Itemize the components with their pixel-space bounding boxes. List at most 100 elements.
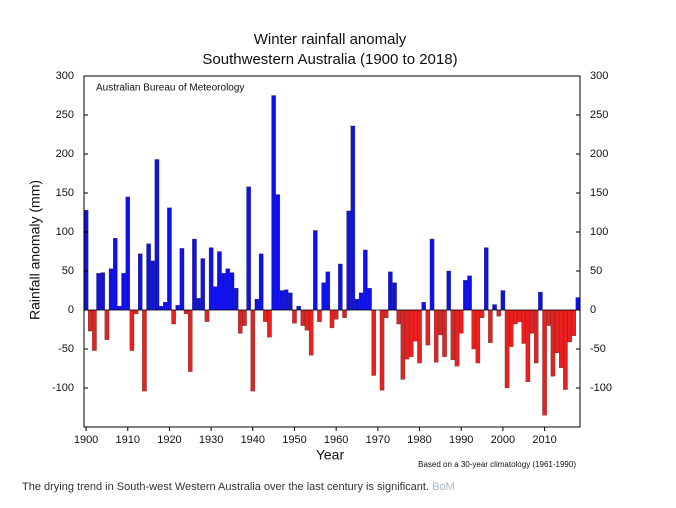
bar (329, 309, 335, 329)
bar (167, 207, 172, 311)
bar (283, 289, 289, 311)
bar (146, 243, 151, 311)
bar (508, 309, 514, 347)
chart: Winter rainfall anomaly Southwestern Aus… (27, 31, 612, 469)
bar (575, 297, 581, 311)
x-tick-label: 1920 (157, 434, 181, 446)
bar (125, 196, 130, 311)
bar (413, 309, 418, 342)
bar (496, 309, 501, 317)
bar (150, 260, 156, 311)
bar (525, 309, 531, 382)
bar (475, 309, 481, 364)
bar (183, 309, 189, 315)
bar (117, 305, 122, 311)
x-tick-label: 1980 (407, 434, 431, 446)
bar (163, 302, 168, 311)
bar (100, 272, 105, 311)
y-tick-label: 100 (56, 226, 74, 238)
x-tick-label: 1990 (449, 434, 473, 446)
bar (175, 305, 181, 311)
bar (396, 309, 401, 325)
bar (534, 309, 539, 364)
chart-subtitle: Southwestern Australia (1900 to 2018) (202, 51, 457, 68)
bar (179, 248, 185, 311)
bar (338, 263, 343, 311)
bar (492, 304, 497, 311)
note: Based on a 30-year climatology (1961-199… (418, 460, 576, 469)
bar (429, 238, 435, 311)
bar (354, 298, 360, 311)
bar (379, 309, 385, 391)
bar (546, 309, 551, 326)
y-tick-label: 300 (56, 70, 74, 82)
bar (108, 268, 114, 311)
bar (404, 309, 410, 360)
bar (142, 309, 147, 392)
bar (171, 309, 176, 325)
bar (242, 309, 247, 326)
bar (471, 309, 476, 350)
bar (213, 286, 218, 311)
x-tick-label: 1970 (366, 434, 390, 446)
bar (246, 186, 251, 311)
y-axis-label: Rainfall anomaly (mm) (27, 180, 43, 320)
plot-frame (83, 75, 581, 428)
bar (138, 253, 143, 311)
bar (200, 258, 206, 311)
y-tick-label: 150 (56, 187, 74, 199)
y2-tick-label: 250 (590, 109, 608, 121)
bar (417, 309, 422, 364)
bar (196, 298, 201, 311)
bar (425, 309, 431, 346)
caption-source[interactable]: BoM (432, 481, 455, 493)
bar (325, 271, 331, 311)
bar (367, 288, 372, 311)
bar (488, 309, 493, 343)
bar (383, 309, 389, 318)
bar (296, 305, 301, 311)
x-tick-label: 1960 (324, 434, 348, 446)
bar (554, 309, 560, 354)
bar (113, 238, 118, 311)
bar (208, 247, 214, 311)
bar (258, 253, 264, 311)
x-tick-label: 1910 (116, 434, 140, 446)
bar (263, 309, 268, 322)
bar (559, 309, 564, 368)
bar (483, 247, 489, 311)
caption-text: The drying trend in South-west Western A… (22, 481, 429, 493)
x-tick-label: 2010 (532, 434, 556, 446)
y-tick-label: 200 (56, 148, 74, 160)
bar (500, 290, 506, 311)
bar (221, 273, 226, 311)
annotation: Australian Bureau of Meteorology (96, 83, 244, 94)
caption: The drying trend in South-west Western A… (22, 481, 455, 493)
y2-tick-label: -100 (590, 382, 612, 394)
bar (225, 268, 231, 311)
bar (238, 309, 243, 334)
bar (304, 309, 310, 331)
bar (267, 309, 272, 338)
y2-tick-label: 0 (590, 304, 596, 316)
bar (317, 309, 322, 322)
bar (129, 309, 135, 351)
bar (363, 249, 368, 311)
bar (392, 282, 397, 311)
bar (400, 309, 406, 380)
chart-title: Winter rainfall anomaly (254, 31, 407, 48)
bar (463, 280, 468, 311)
bar (217, 251, 222, 311)
bar (192, 238, 197, 311)
bar (513, 309, 518, 325)
bar (313, 230, 318, 311)
bar (96, 273, 101, 311)
bar (308, 309, 314, 356)
y-tick-label: 0 (68, 304, 74, 316)
bar (346, 210, 351, 311)
bar (358, 292, 364, 311)
bar (479, 309, 485, 318)
bar (288, 292, 293, 311)
bar (279, 290, 285, 311)
bar (538, 291, 543, 311)
